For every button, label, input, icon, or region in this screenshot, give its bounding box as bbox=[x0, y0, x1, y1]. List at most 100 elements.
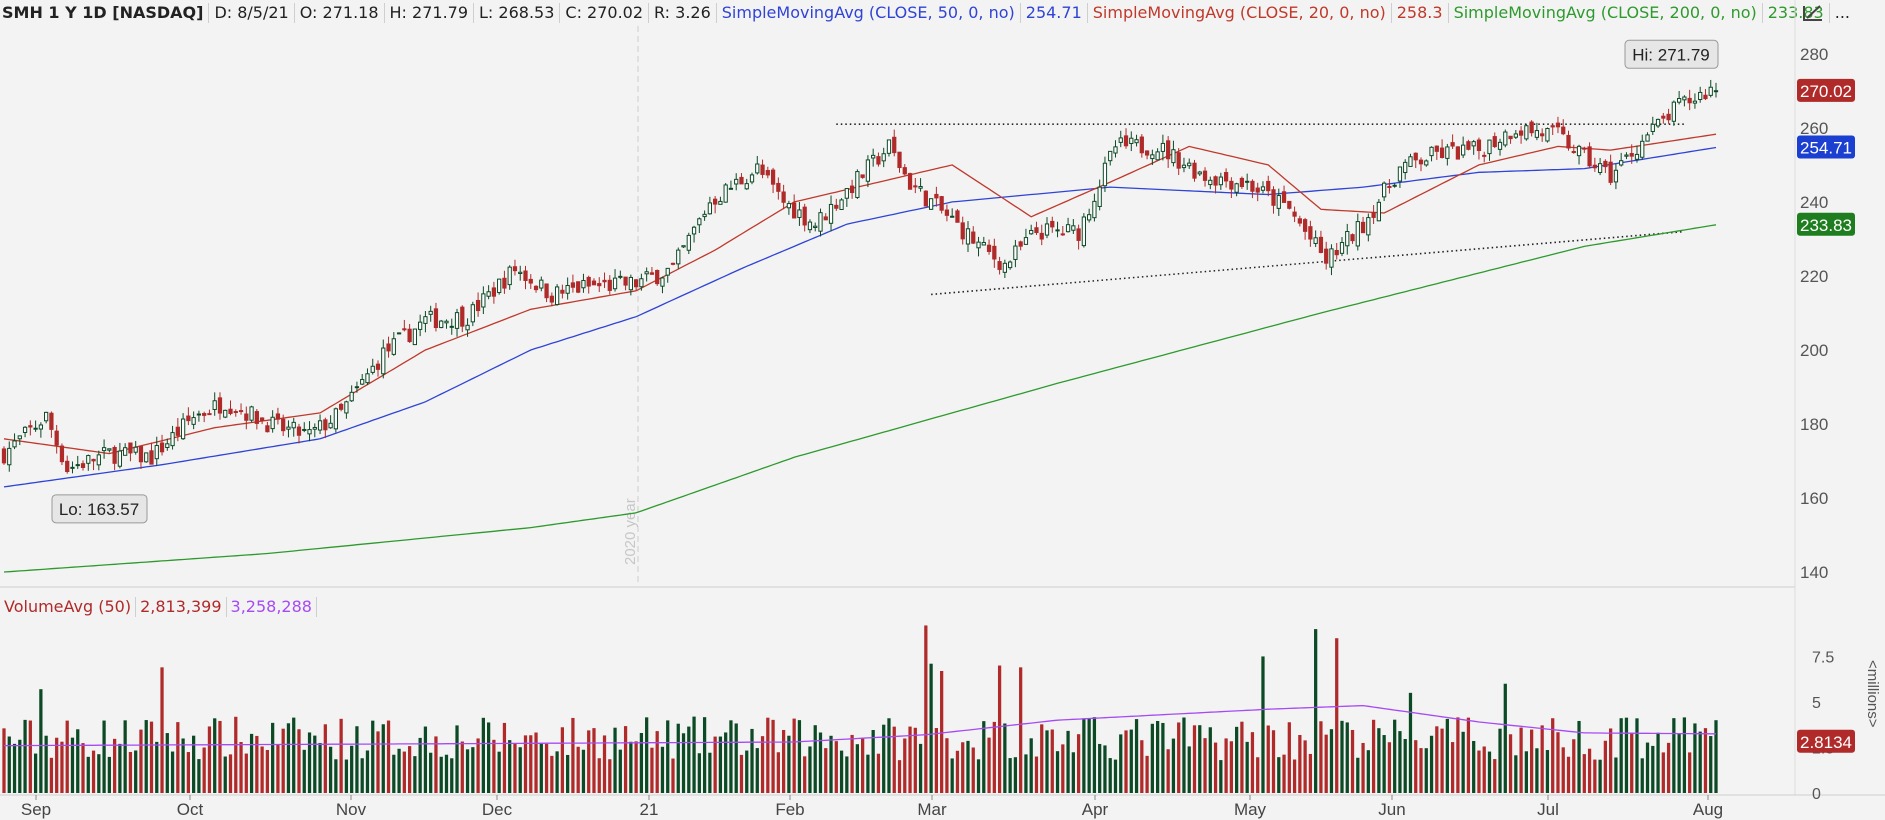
candle-body bbox=[259, 417, 265, 421]
sma20-study-label[interactable]: SimpleMovingAvg (CLOSE, 20, 0, no) bbox=[1088, 3, 1392, 23]
candle-body bbox=[1060, 233, 1065, 236]
candle-body bbox=[502, 277, 507, 289]
candle-body bbox=[602, 279, 607, 283]
volume-bar bbox=[581, 749, 586, 793]
time-tick-label: Jun bbox=[1378, 800, 1405, 819]
candle-body bbox=[96, 454, 101, 466]
candle-body bbox=[175, 426, 180, 436]
candle-body bbox=[813, 225, 818, 228]
volume-bar bbox=[729, 720, 733, 793]
volume-bar bbox=[855, 744, 859, 793]
volume-bar bbox=[1424, 748, 1428, 793]
candle-body bbox=[1555, 122, 1561, 128]
candle-body bbox=[765, 170, 770, 176]
more-studies-button[interactable]: ... bbox=[1834, 3, 1850, 22]
volume-bar bbox=[486, 722, 491, 793]
volume-bar bbox=[2, 728, 6, 793]
price-badge bbox=[1797, 78, 1855, 102]
volume-bar bbox=[1350, 729, 1355, 793]
volume-bar bbox=[1119, 734, 1123, 793]
volume-bar bbox=[1661, 752, 1665, 793]
candle-body bbox=[1208, 179, 1213, 186]
drawing-tool-icon[interactable] bbox=[1803, 5, 1822, 21]
price-badge-label: 233.83 bbox=[1800, 216, 1852, 235]
volume-bar bbox=[1235, 726, 1239, 793]
candle-body bbox=[1576, 145, 1582, 157]
volume-bar bbox=[1145, 755, 1149, 793]
volume-bar bbox=[702, 717, 707, 793]
sma50-study-label[interactable]: SimpleMovingAvg (CLOSE, 50, 0, no) bbox=[717, 3, 1021, 23]
volume-bar bbox=[265, 749, 270, 793]
sma200-study-label[interactable]: SimpleMovingAvg (CLOSE, 200, 0, no) bbox=[1449, 3, 1763, 23]
candle-body bbox=[928, 198, 934, 210]
volume-bar bbox=[987, 737, 991, 793]
candle-body bbox=[849, 185, 855, 194]
volume-bar bbox=[1277, 757, 1281, 793]
volume-bar bbox=[123, 720, 127, 793]
candle-body bbox=[223, 409, 228, 418]
candle-body bbox=[612, 277, 618, 290]
candle-body bbox=[923, 190, 928, 207]
volume-bar bbox=[539, 742, 543, 793]
candle-body bbox=[1698, 91, 1703, 100]
time-tick-label: Feb bbox=[775, 800, 804, 819]
volume-bar bbox=[1082, 718, 1086, 793]
price-badge-label: 254.71 bbox=[1800, 139, 1852, 158]
volume-unit-label: <millions> bbox=[1864, 660, 1881, 728]
volume-bar bbox=[1161, 722, 1165, 793]
volume-bar bbox=[165, 733, 169, 793]
volume-bar bbox=[381, 724, 385, 793]
volume-avg-label[interactable]: VolumeAvg (50) bbox=[0, 597, 137, 617]
time-tick-label: Dec bbox=[482, 800, 513, 819]
low-label: L: 268.53 bbox=[474, 3, 561, 23]
volume-bar bbox=[292, 717, 296, 793]
volume-bar bbox=[413, 756, 417, 793]
candle-body bbox=[80, 463, 86, 468]
volume-bar bbox=[365, 750, 370, 793]
volume-bar bbox=[776, 752, 780, 793]
volume-bar bbox=[1624, 717, 1629, 793]
volume-bar bbox=[33, 753, 38, 793]
volume-bar bbox=[913, 727, 917, 793]
candle-body bbox=[38, 424, 44, 430]
symbol-label[interactable]: SMH 1 Y 1D [NASDAQ] bbox=[0, 3, 210, 23]
volume-bar bbox=[465, 749, 470, 793]
candle-body bbox=[75, 464, 80, 467]
volume-bar bbox=[1187, 746, 1191, 793]
candle-body bbox=[1, 448, 7, 464]
volume-bar bbox=[1324, 734, 1328, 793]
candle-body bbox=[275, 413, 281, 420]
volume-bar bbox=[1303, 740, 1307, 793]
sma200-line bbox=[3, 224, 1717, 573]
candle-body bbox=[1397, 166, 1403, 182]
candle-body bbox=[1597, 163, 1603, 174]
candle-body bbox=[871, 154, 876, 159]
candle-body bbox=[1202, 170, 1208, 181]
candle-body bbox=[1671, 101, 1676, 122]
volume-bar bbox=[249, 733, 254, 793]
volume-bar bbox=[1045, 730, 1049, 793]
volume-bar bbox=[697, 753, 701, 793]
candle-body bbox=[339, 403, 344, 410]
volume-bar bbox=[12, 743, 17, 793]
candle-body bbox=[1624, 154, 1629, 157]
trendline bbox=[931, 230, 1685, 296]
candle-body bbox=[549, 295, 554, 303]
volume-bar bbox=[745, 750, 749, 793]
volume-bar bbox=[608, 759, 612, 793]
candle-body bbox=[576, 281, 581, 293]
candle-body bbox=[1276, 195, 1281, 209]
volume-bar bbox=[355, 726, 359, 793]
candle-body bbox=[586, 276, 591, 287]
volume-bar bbox=[1440, 728, 1444, 793]
volume-bar bbox=[1693, 723, 1697, 793]
candle-body bbox=[196, 413, 202, 416]
candle-body bbox=[54, 430, 59, 446]
candle-body bbox=[1065, 224, 1071, 233]
volume-bar bbox=[286, 723, 291, 793]
volume-bar bbox=[887, 718, 891, 793]
volume-bar bbox=[1530, 729, 1534, 793]
candle-body bbox=[1387, 185, 1392, 188]
candle-body bbox=[992, 245, 997, 260]
